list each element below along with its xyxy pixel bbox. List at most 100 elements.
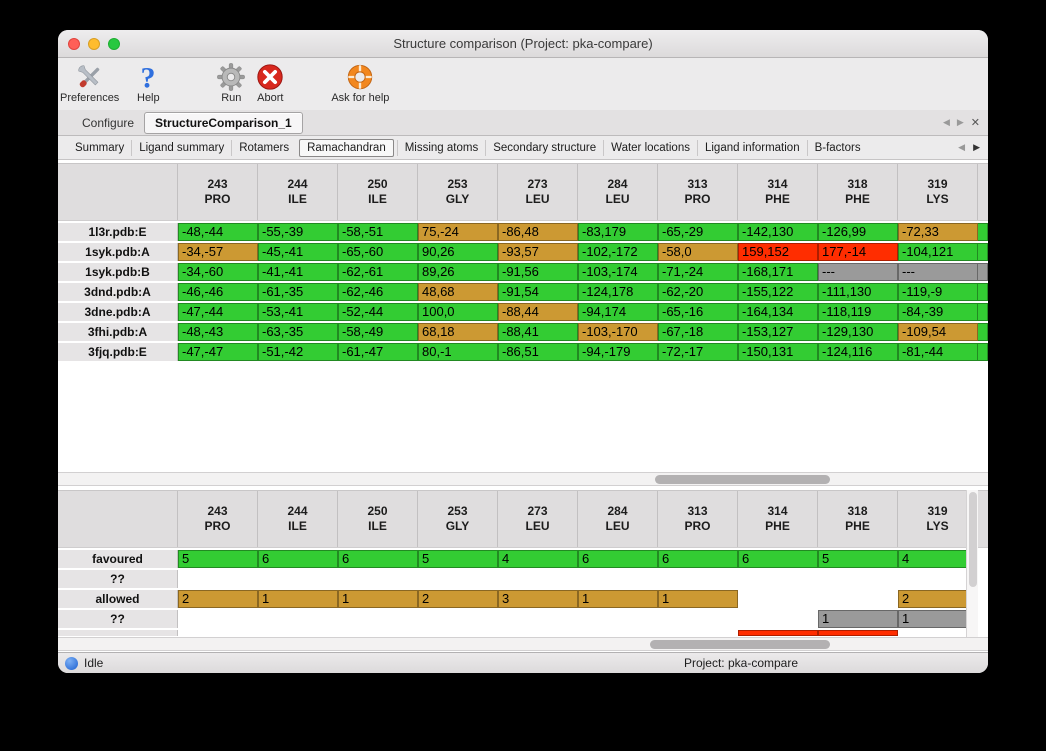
title-bar[interactable]: Structure comparison (Project: pka-compa…: [58, 30, 988, 58]
data-cell[interactable]: 1: [818, 610, 898, 628]
data-cell[interactable]: -124,116: [818, 343, 898, 361]
data-cell[interactable]: [658, 570, 738, 588]
subtab-missing-atoms[interactable]: Missing atoms: [396, 139, 486, 156]
horizontal-scrollbar-bottom[interactable]: [58, 637, 988, 651]
abort-button[interactable]: Abort: [254, 61, 286, 104]
row-label[interactable]: favoured: [58, 550, 178, 568]
data-cell[interactable]: 6: [338, 550, 418, 568]
column-header[interactable]: 284 LEU: [578, 164, 658, 220]
data-cell[interactable]: -111,130: [818, 283, 898, 301]
data-cell[interactable]: -168,171: [738, 263, 818, 281]
data-cell[interactable]: -102,-172: [578, 243, 658, 261]
row-label[interactable]: 3dnd.pdb:A: [58, 283, 178, 301]
data-cell[interactable]: -48,-44: [178, 223, 258, 241]
data-cell[interactable]: -52,-44: [338, 303, 418, 321]
data-cell[interactable]: 6: [578, 550, 658, 568]
data-cell[interactable]: -65,-60: [338, 243, 418, 261]
data-cell[interactable]: -153,127: [738, 323, 818, 341]
subtab-ramachandran[interactable]: Ramachandran: [299, 138, 394, 157]
data-cell[interactable]: -45,-41: [258, 243, 338, 261]
data-cell[interactable]: -55,-39: [258, 223, 338, 241]
scrollbar-thumb[interactable]: [650, 640, 830, 649]
row-label[interactable]: ??: [58, 610, 178, 628]
data-cell[interactable]: -53,-41: [258, 303, 338, 321]
data-cell[interactable]: -124,178: [578, 283, 658, 301]
column-header[interactable]: 273 LEU: [498, 491, 578, 547]
data-cell[interactable]: -72,33: [898, 223, 978, 241]
column-header[interactable]: 313 PRO: [658, 491, 738, 547]
data-cell[interactable]: [578, 570, 658, 588]
data-cell[interactable]: -48,-43: [178, 323, 258, 341]
data-cell[interactable]: -103,-174: [578, 263, 658, 281]
data-cell[interactable]: -47,-44: [178, 303, 258, 321]
data-cell[interactable]: [418, 570, 498, 588]
subtab-b-factors[interactable]: B-factors: [806, 139, 868, 156]
subtab-next-icon[interactable]: ▶: [973, 142, 980, 152]
data-cell[interactable]: -88,44: [498, 303, 578, 321]
data-cell[interactable]: -81,-44: [898, 343, 978, 361]
data-cell[interactable]: [338, 570, 418, 588]
data-cell[interactable]: -118,119: [818, 303, 898, 321]
data-cell[interactable]: -58,-49: [338, 323, 418, 341]
data-cell[interactable]: 2: [178, 590, 258, 608]
data-cell[interactable]: -94,-179: [578, 343, 658, 361]
data-cell[interactable]: [738, 590, 818, 608]
subtab-ligand-information[interactable]: Ligand information: [696, 139, 807, 156]
data-cell[interactable]: -83,179: [578, 223, 658, 241]
data-cell[interactable]: -88,41: [498, 323, 578, 341]
data-cell[interactable]: -126,99: [818, 223, 898, 241]
row-label[interactable]: 1syk.pdb:B: [58, 263, 178, 281]
data-cell[interactable]: 90,26: [418, 243, 498, 261]
data-cell[interactable]: -58,0: [658, 243, 738, 261]
row-label[interactable]: allowed: [58, 590, 178, 608]
data-cell[interactable]: ---: [898, 263, 978, 281]
tab-structure-comparison[interactable]: StructureComparison_1: [144, 111, 303, 134]
data-cell[interactable]: -119,-9: [898, 283, 978, 301]
column-header[interactable]: 319 LYS: [898, 164, 978, 220]
column-header[interactable]: 250 ILE: [338, 164, 418, 220]
data-cell[interactable]: 68,18: [418, 323, 498, 341]
tab-prev-icon[interactable]: ◀: [942, 117, 950, 127]
subtab-secondary-structure[interactable]: Secondary structure: [485, 139, 603, 156]
data-cell[interactable]: -67,-18: [658, 323, 738, 341]
data-cell[interactable]: 1: [578, 590, 658, 608]
data-cell[interactable]: -104,121: [898, 243, 978, 261]
data-cell[interactable]: ---: [818, 263, 898, 281]
data-cell[interactable]: -62,-20: [658, 283, 738, 301]
row-label[interactable]: 1syk.pdb:A: [58, 243, 178, 261]
column-header[interactable]: 243 PRO: [178, 164, 258, 220]
row-label[interactable]: 3fhi.pdb:A: [58, 323, 178, 341]
data-cell[interactable]: 6: [738, 550, 818, 568]
data-cell[interactable]: -94,174: [578, 303, 658, 321]
data-cell[interactable]: [578, 610, 658, 628]
data-cell[interactable]: 3: [498, 590, 578, 608]
data-cell[interactable]: -65,-16: [658, 303, 738, 321]
preferences-button[interactable]: Preferences: [60, 61, 119, 104]
data-cell[interactable]: 6: [658, 550, 738, 568]
zoom-window-button[interactable]: [108, 38, 120, 50]
data-cell[interactable]: [338, 610, 418, 628]
data-cell[interactable]: 89,26: [418, 263, 498, 281]
column-header[interactable]: 253 GLY: [418, 491, 498, 547]
data-cell[interactable]: 80,-1: [418, 343, 498, 361]
data-cell[interactable]: -46,-46: [178, 283, 258, 301]
column-header[interactable]: 314 PHE: [738, 164, 818, 220]
data-cell[interactable]: -142,130: [738, 223, 818, 241]
data-cell[interactable]: 1: [338, 590, 418, 608]
column-header[interactable]: 244 ILE: [258, 164, 338, 220]
data-cell[interactable]: 2: [418, 590, 498, 608]
data-cell[interactable]: -47,-47: [178, 343, 258, 361]
data-cell[interactable]: 6: [258, 550, 338, 568]
column-header[interactable]: 314 PHE: [738, 491, 818, 547]
close-window-button[interactable]: [68, 38, 80, 50]
data-cell[interactable]: 1: [258, 590, 338, 608]
minimize-window-button[interactable]: [88, 38, 100, 50]
data-cell[interactable]: -62,-61: [338, 263, 418, 281]
help-button[interactable]: ? Help: [132, 61, 164, 104]
column-header[interactable]: 250 ILE: [338, 491, 418, 547]
subtab-summary[interactable]: Summary: [75, 141, 125, 154]
data-cell[interactable]: -86,51: [498, 343, 578, 361]
data-cell[interactable]: -71,-24: [658, 263, 738, 281]
scrollbar-thumb[interactable]: [655, 475, 830, 484]
subtab-rotamers[interactable]: Rotamers: [231, 139, 296, 156]
